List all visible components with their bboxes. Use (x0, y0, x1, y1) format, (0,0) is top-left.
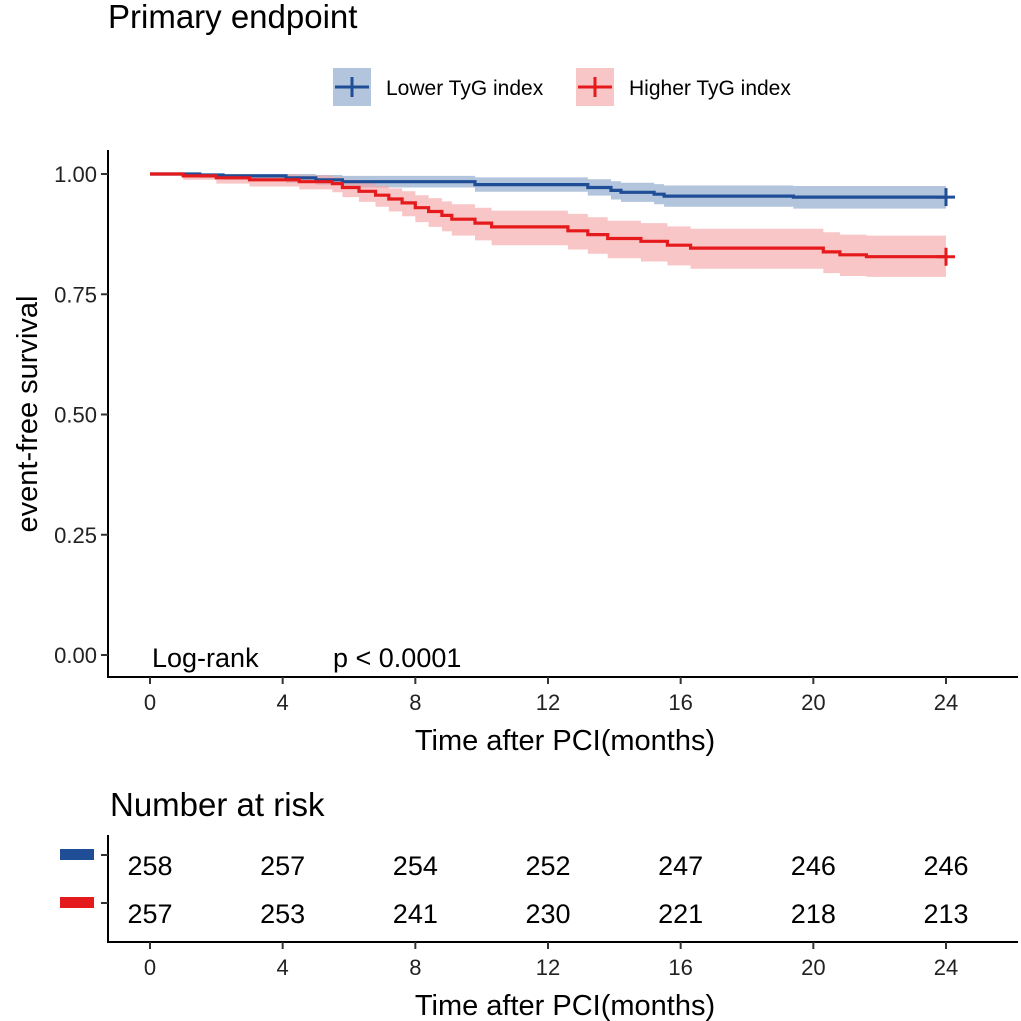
risk-count: 221 (658, 899, 703, 929)
x-tick-label: 8 (409, 690, 421, 715)
x-axis-title: Time after PCI(months) (415, 725, 715, 757)
risk-row-swatch (60, 849, 94, 860)
risk-x-tick-label: 16 (668, 955, 692, 980)
risk-count: 241 (393, 899, 438, 929)
risk-x-tick-label: 8 (409, 955, 421, 980)
survival-line-series-1 (150, 172, 946, 259)
legend-label: Lower TyG index (386, 77, 544, 100)
y-axis-ticks: 0.00 0.25 0.50 0.75 1.00 (54, 162, 108, 668)
logrank-pvalue: p < 0.0001 (333, 643, 461, 673)
risk-count: 254 (393, 851, 438, 881)
risk-table-title: Number at risk (110, 786, 325, 823)
censor-mark-series-1 (937, 247, 955, 266)
risk-count: 218 (791, 899, 836, 929)
x-tick-label: 4 (277, 690, 289, 715)
risk-row-0: 258 257 254 252 247 246 246 (60, 849, 969, 881)
x-tick-label: 0 (144, 690, 156, 715)
legend-item-series-1: Higher TyG index (576, 68, 791, 106)
y-tick-label: 0.25 (54, 523, 97, 548)
risk-row-1: 257 253 241 230 221 218 213 (60, 897, 969, 929)
risk-count: 258 (127, 851, 172, 881)
censor-mark-series-0 (937, 188, 955, 207)
risk-x-axis-ticks: 0 4 8 12 16 20 24 (144, 942, 958, 980)
legend: Lower TyG index Higher TyG index (333, 68, 791, 106)
risk-row-swatch (60, 897, 94, 908)
survival-line-series-0 (150, 172, 946, 199)
y-tick-label: 0.75 (54, 282, 97, 307)
km-plot-area: 0.00 0.25 0.50 0.75 1.00 0 4 8 12 16 20 24 Log-ran… (54, 150, 1018, 715)
x-tick-label: 16 (668, 690, 692, 715)
x-axis-ticks: 0 4 8 12 16 20 24 (144, 677, 958, 715)
x-tick-label: 24 (934, 690, 958, 715)
logrank-label: Log-rank (152, 643, 259, 673)
risk-count: 213 (923, 899, 968, 929)
chart-title: Primary endpoint (108, 0, 357, 35)
censor-marks (937, 188, 955, 266)
y-axis-title: event-free survival (12, 296, 44, 533)
risk-x-tick-label: 24 (934, 955, 958, 980)
risk-count: 230 (525, 899, 570, 929)
risk-count: 252 (525, 851, 570, 881)
y-tick-label: 0.50 (54, 403, 97, 428)
survival-curves (150, 172, 946, 259)
risk-count: 257 (260, 851, 305, 881)
risk-count: 247 (658, 851, 703, 881)
legend-label: Higher TyG index (629, 77, 791, 100)
risk-count: 246 (791, 851, 836, 881)
risk-count: 246 (923, 851, 968, 881)
legend-item-series-0: Lower TyG index (333, 68, 544, 106)
x-tick-label: 12 (536, 690, 560, 715)
risk-count: 257 (127, 899, 172, 929)
risk-x-tick-label: 12 (536, 955, 560, 980)
x-tick-label: 20 (801, 690, 825, 715)
risk-x-tick-label: 0 (144, 955, 156, 980)
risk-x-tick-label: 20 (801, 955, 825, 980)
risk-x-tick-label: 4 (277, 955, 289, 980)
y-tick-label: 0.00 (54, 643, 97, 668)
risk-count: 253 (260, 899, 305, 929)
risk-x-axis-title: Time after PCI(months) (415, 990, 715, 1021)
y-tick-label: 1.00 (54, 162, 97, 187)
